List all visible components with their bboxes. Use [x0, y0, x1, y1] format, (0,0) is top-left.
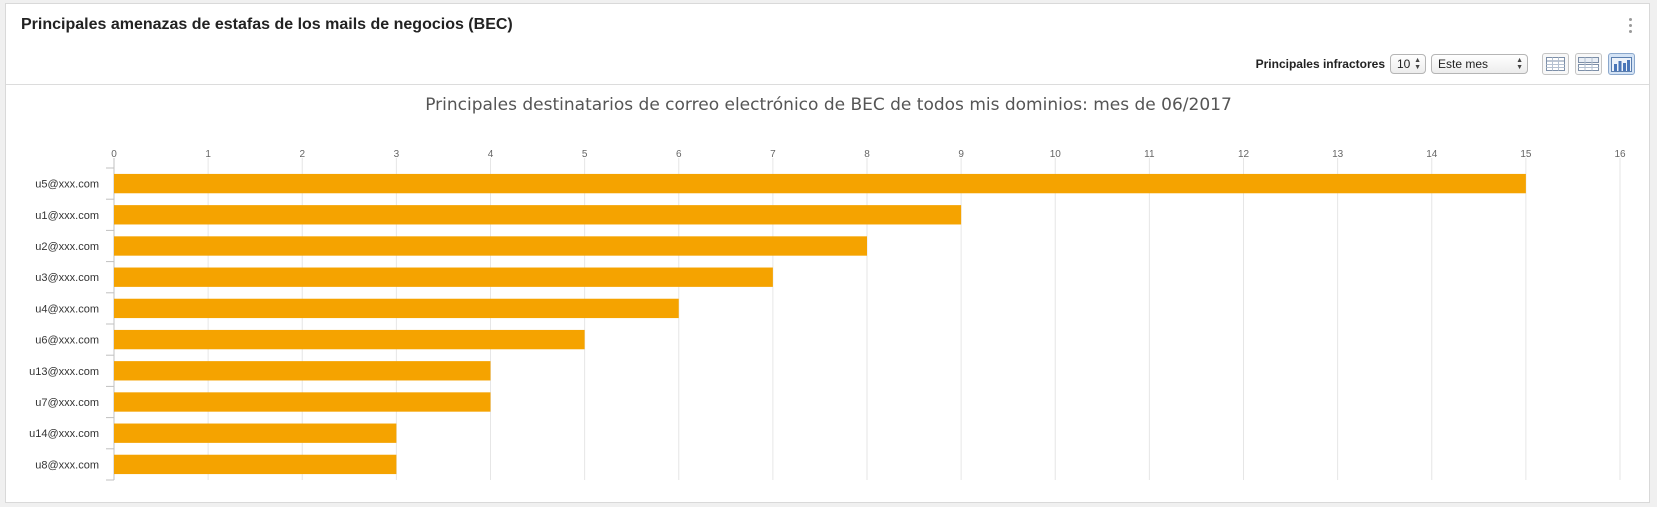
bar-u7	[114, 392, 491, 412]
select-arrows-icon: ▲ ▼	[1516, 57, 1523, 71]
bar-u8	[114, 454, 397, 475]
x-tick-label: 16	[1614, 149, 1626, 160]
category-label: u6@xxx.com	[35, 335, 99, 347]
period-value: Este mes	[1438, 57, 1489, 71]
chart-view-icon	[1611, 56, 1632, 72]
chart-controls: Principales infractores 10 ▲ ▼ Este mes ▲…	[1256, 53, 1635, 75]
bar-u1	[114, 205, 962, 225]
bar-u6	[114, 329, 585, 350]
x-tick-label: 1	[205, 149, 211, 160]
x-tick-label: 8	[864, 149, 870, 160]
bar-u4	[114, 298, 679, 319]
category-label: u7@xxx.com	[35, 397, 99, 409]
bars	[114, 173, 1526, 475]
category-label: u5@xxx.com	[35, 179, 99, 191]
table-chart-view-icon	[1578, 57, 1599, 71]
category-label: u1@xxx.com	[35, 210, 99, 222]
bar-u13	[114, 361, 491, 381]
table-chart-view-button[interactable]	[1575, 53, 1602, 75]
category-label: u14@xxx.com	[29, 428, 99, 440]
select-arrows-icon: ▲ ▼	[1414, 57, 1421, 71]
bar-u5	[114, 173, 1526, 194]
x-tick-label: 5	[582, 149, 588, 160]
period-select[interactable]: Este mes ▲ ▼	[1431, 54, 1528, 74]
bar-u2	[114, 236, 867, 256]
panel-title: Principales amenazas de estafas de los m…	[21, 16, 513, 33]
category-label: u8@xxx.com	[35, 459, 99, 471]
x-tick-label: 7	[770, 149, 776, 160]
panel-header: Principales amenazas de estafas de los m…	[6, 4, 1649, 85]
y-axis	[106, 158, 115, 481]
x-tick-label: 4	[488, 149, 494, 160]
table-view-button[interactable]	[1542, 53, 1569, 75]
x-tick-label: 14	[1426, 149, 1438, 160]
x-tick-label: 11	[1144, 149, 1155, 160]
x-axis-ticks: 0 1 2 3 4 5 6 7 8 9 10 11 12 13 14 15 16	[111, 149, 1626, 160]
chart-title: Principales destinatarios de correo elec…	[425, 95, 1232, 115]
x-tick-label: 9	[958, 149, 964, 160]
chart-view-button[interactable]	[1608, 53, 1635, 75]
top-offenders-count-select[interactable]: 10 ▲ ▼	[1390, 54, 1426, 74]
x-tick-label: 13	[1332, 149, 1344, 160]
bar-u3	[114, 267, 773, 287]
category-label: u3@xxx.com	[35, 272, 99, 284]
x-tick-label: 3	[394, 149, 400, 160]
table-view-icon	[1546, 57, 1565, 71]
x-tick-label: 0	[111, 149, 117, 160]
category-label: u13@xxx.com	[29, 366, 99, 378]
x-tick-label: 15	[1520, 149, 1532, 160]
x-tick-label: 6	[676, 149, 682, 160]
vertical-dots-icon[interactable]	[1629, 18, 1633, 36]
category-label: u4@xxx.com	[35, 303, 99, 315]
top-offenders-label: Principales infractores	[1255, 57, 1385, 71]
x-tick-label: 12	[1238, 149, 1250, 160]
count-value: 10	[1397, 57, 1411, 71]
x-tick-label: 2	[299, 149, 305, 160]
bar-u14	[114, 423, 397, 443]
x-tick-label: 10	[1050, 149, 1062, 160]
category-labels: u5@xxx.com u1@xxx.com u2@xxx.com u3@xxx.com…	[29, 179, 99, 472]
category-label: u2@xxx.com	[35, 241, 99, 253]
